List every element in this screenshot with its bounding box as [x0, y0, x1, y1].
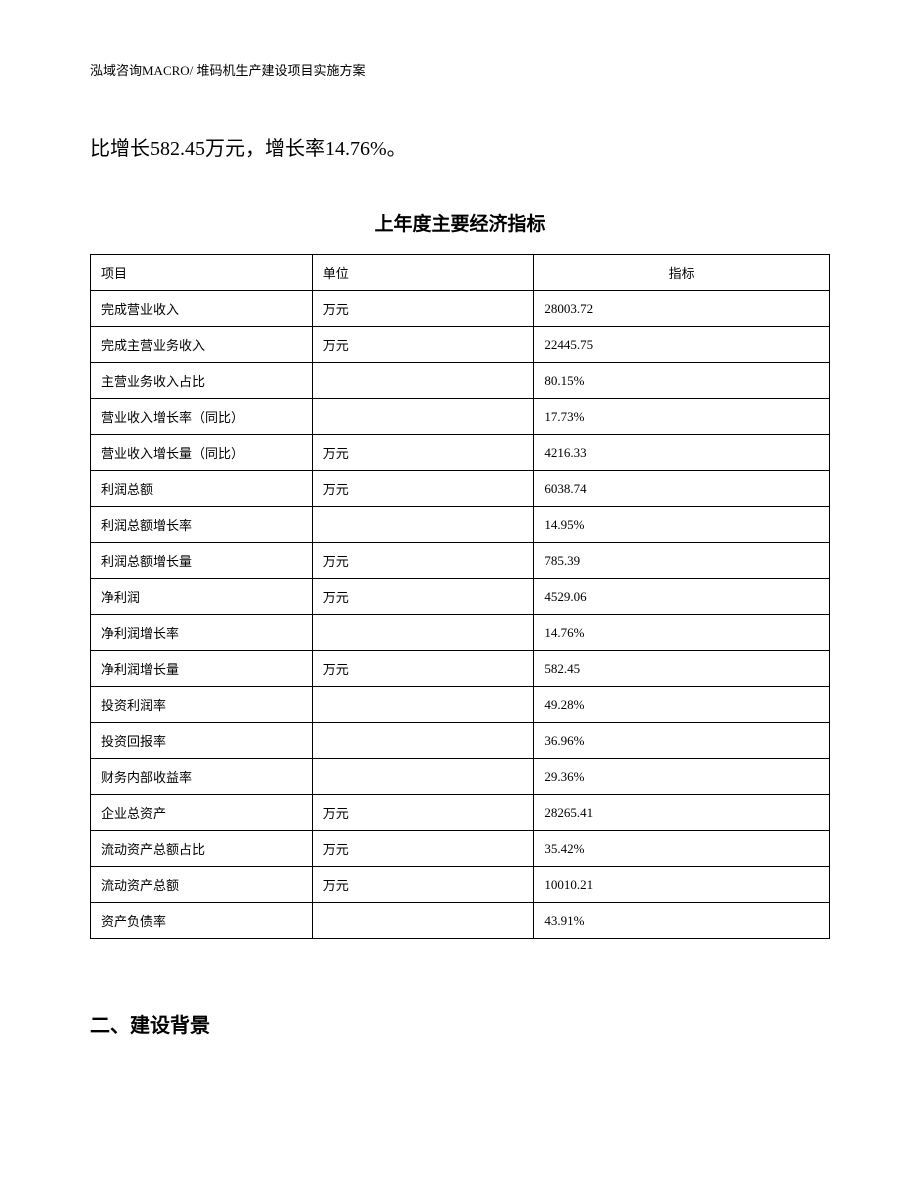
economic-indicators-table: 项目 单位 指标 完成营业收入万元28003.72完成主营业务收入万元22445…	[90, 254, 830, 939]
table-row: 完成营业收入万元28003.72	[91, 291, 830, 327]
table-cell-value: 785.39	[534, 543, 830, 579]
table-header-unit: 单位	[312, 255, 534, 291]
table-row: 流动资产总额占比万元35.42%	[91, 831, 830, 867]
table-cell-value: 80.15%	[534, 363, 830, 399]
table-header-project: 项目	[91, 255, 313, 291]
table-cell-unit: 万元	[312, 435, 534, 471]
table-cell-value: 14.76%	[534, 615, 830, 651]
table-cell-unit: 万元	[312, 651, 534, 687]
table-row: 利润总额增长率 14.95%	[91, 507, 830, 543]
table-cell-project: 财务内部收益率	[91, 759, 313, 795]
table-row: 财务内部收益率 29.36%	[91, 759, 830, 795]
table-row: 企业总资产万元28265.41	[91, 795, 830, 831]
table-cell-project: 完成主营业务收入	[91, 327, 313, 363]
table-cell-unit: 万元	[312, 831, 534, 867]
table-cell-project: 利润总额增长量	[91, 543, 313, 579]
table-cell-value: 43.91%	[534, 903, 830, 939]
table-cell-value: 14.95%	[534, 507, 830, 543]
table-cell-unit: 万元	[312, 867, 534, 903]
table-cell-project: 流动资产总额	[91, 867, 313, 903]
table-cell-unit: 万元	[312, 327, 534, 363]
table-row: 流动资产总额万元10010.21	[91, 867, 830, 903]
table-cell-unit: 万元	[312, 795, 534, 831]
table-cell-value: 35.42%	[534, 831, 830, 867]
table-cell-value: 36.96%	[534, 723, 830, 759]
table-cell-value: 4216.33	[534, 435, 830, 471]
table-cell-project: 利润总额增长率	[91, 507, 313, 543]
section-heading: 二、建设背景	[90, 1009, 830, 1038]
table-cell-project: 净利润增长量	[91, 651, 313, 687]
table-cell-unit	[312, 687, 534, 723]
table-cell-unit: 万元	[312, 543, 534, 579]
table-row: 利润总额增长量万元785.39	[91, 543, 830, 579]
table-cell-value: 49.28%	[534, 687, 830, 723]
table-cell-unit	[312, 723, 534, 759]
table-cell-value: 29.36%	[534, 759, 830, 795]
table-cell-project: 净利润增长率	[91, 615, 313, 651]
table-cell-project: 完成营业收入	[91, 291, 313, 327]
table-cell-unit	[312, 399, 534, 435]
table-row: 投资回报率 36.96%	[91, 723, 830, 759]
table-cell-value: 28265.41	[534, 795, 830, 831]
document-header: 泓域咨询MACRO/ 堆码机生产建设项目实施方案	[90, 60, 830, 79]
table-cell-value: 22445.75	[534, 327, 830, 363]
table-header-row: 项目 单位 指标	[91, 255, 830, 291]
table-row: 资产负债率 43.91%	[91, 903, 830, 939]
table-cell-project: 资产负债率	[91, 903, 313, 939]
table-cell-unit: 万元	[312, 291, 534, 327]
table-cell-unit	[312, 759, 534, 795]
table-cell-project: 营业收入增长量（同比）	[91, 435, 313, 471]
table-cell-value: 582.45	[534, 651, 830, 687]
table-cell-unit	[312, 507, 534, 543]
table-row: 净利润增长量万元582.45	[91, 651, 830, 687]
table-cell-value: 28003.72	[534, 291, 830, 327]
table-cell-project: 利润总额	[91, 471, 313, 507]
table-row: 营业收入增长量（同比）万元4216.33	[91, 435, 830, 471]
body-paragraph: 比增长582.45万元，增长率14.76%。	[90, 129, 830, 169]
table-cell-unit	[312, 363, 534, 399]
table-cell-value: 10010.21	[534, 867, 830, 903]
table-cell-unit	[312, 903, 534, 939]
table-cell-project: 投资利润率	[91, 687, 313, 723]
table-title: 上年度主要经济指标	[90, 209, 830, 236]
table-cell-project: 营业收入增长率（同比）	[91, 399, 313, 435]
table-row: 利润总额万元6038.74	[91, 471, 830, 507]
table-cell-unit	[312, 615, 534, 651]
table-row: 主营业务收入占比 80.15%	[91, 363, 830, 399]
table-cell-unit: 万元	[312, 471, 534, 507]
table-row: 净利润增长率 14.76%	[91, 615, 830, 651]
table-cell-project: 企业总资产	[91, 795, 313, 831]
table-cell-unit: 万元	[312, 579, 534, 615]
table-row: 投资利润率 49.28%	[91, 687, 830, 723]
table-cell-project: 主营业务收入占比	[91, 363, 313, 399]
table-row: 净利润万元4529.06	[91, 579, 830, 615]
table-header-value: 指标	[534, 255, 830, 291]
table-cell-project: 流动资产总额占比	[91, 831, 313, 867]
table-row: 营业收入增长率（同比） 17.73%	[91, 399, 830, 435]
table-cell-value: 4529.06	[534, 579, 830, 615]
table-cell-project: 净利润	[91, 579, 313, 615]
table-cell-value: 6038.74	[534, 471, 830, 507]
table-cell-project: 投资回报率	[91, 723, 313, 759]
table-cell-value: 17.73%	[534, 399, 830, 435]
table-row: 完成主营业务收入万元22445.75	[91, 327, 830, 363]
